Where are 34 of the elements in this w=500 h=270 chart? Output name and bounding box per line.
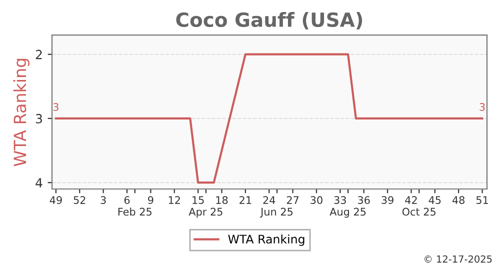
x-tick-label: 36 (358, 196, 370, 204)
x-tick-label: Aug 25 (330, 208, 366, 218)
x-tick-label: 30 (310, 196, 322, 204)
x-tick-label: 42 (405, 196, 417, 204)
x-tick-label: Jun 25 (260, 208, 293, 218)
text: © 12-17-2025 (424, 255, 492, 263)
x-tick-label: 18 (216, 196, 228, 204)
x-tick-label: 6 (124, 196, 130, 204)
x-tick-label: 45 (428, 196, 441, 204)
x-tick-label: 21 (240, 196, 252, 204)
line-series (54, 53, 484, 184)
x-tick-label: 24 (263, 196, 276, 204)
y-axis-title: WTA Ranking (13, 58, 30, 166)
x-tick-label: 3 (100, 196, 106, 204)
x-tick-label: 39 (382, 196, 394, 204)
x-tick-label: Oct 25 (402, 208, 436, 216)
x-tick-label: 51 (476, 196, 488, 204)
x-tick-label: 15 (192, 196, 204, 204)
legend-label: WTA Ranking (228, 234, 304, 246)
x-tick-label: 27 (286, 196, 299, 204)
x-tick-label: 9 (148, 196, 154, 204)
y-tick-label: 3 (36, 114, 42, 124)
x-tick-label: 12 (168, 196, 180, 204)
annotation: 3 (480, 103, 485, 111)
y-tick-label: 2 (36, 50, 42, 60)
y-tick-label: 4 (36, 178, 42, 188)
x-tick-label: 52 (74, 196, 86, 204)
x-tick-label: 49 (50, 196, 62, 204)
x-tick-label: Apr 25 (188, 208, 222, 218)
x-tick-label: Feb 25 (118, 208, 152, 216)
x-tick-label: 48 (452, 196, 464, 204)
chart-title: Coco Gauff (USA) (176, 12, 362, 30)
x-tick-label: 33 (334, 196, 346, 204)
annotation: 3 (53, 103, 58, 111)
